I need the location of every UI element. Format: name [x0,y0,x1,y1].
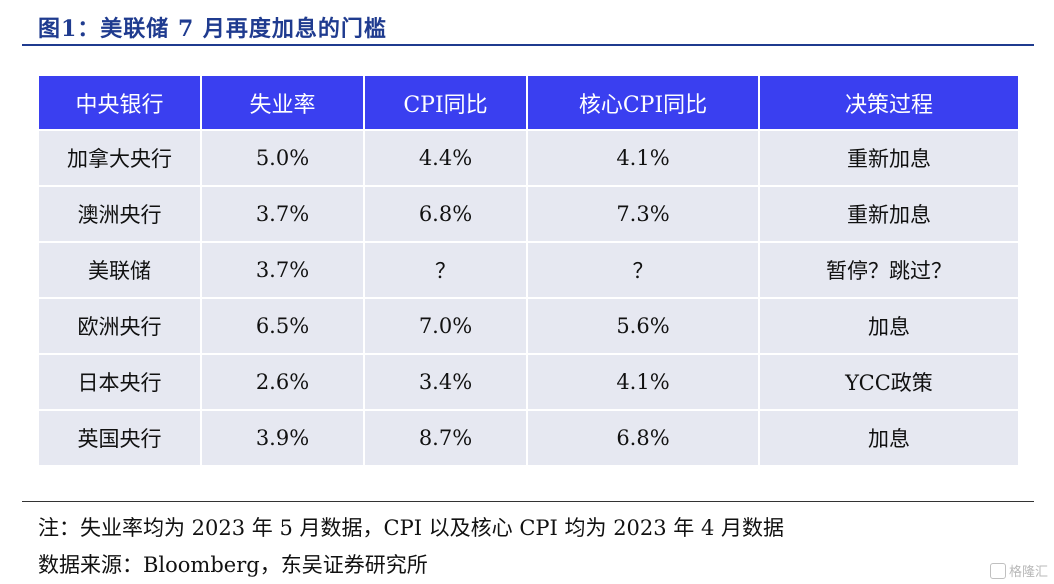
cell-bank: 英国央行 [39,411,200,465]
header-core-cpi-yoy: 核心CPI同比 [528,76,758,129]
cell-bank: 澳洲央行 [39,187,200,241]
cell-decision: 暂停？跳过？ [760,243,1018,297]
table-row: 英国央行 3.9% 8.7% 6.8% 加息 [39,411,1018,465]
cell-unemployment: 3.7% [202,187,363,241]
table-row: 澳洲央行 3.7% 6.8% 7.3% 重新加息 [39,187,1018,241]
notes-divider [22,501,1034,502]
cell-cpi: 7.0% [365,299,526,353]
cell-cpi: ？ [365,243,526,297]
cell-core-cpi: 4.1% [528,131,758,185]
cell-core-cpi: 6.8% [528,411,758,465]
header-cpi-yoy: CPI同比 [365,76,526,129]
title-divider [22,44,1034,46]
cell-bank: 欧洲央行 [39,299,200,353]
cell-core-cpi: 4.1% [528,355,758,409]
cell-core-cpi: 5.6% [528,299,758,353]
cell-cpi: 3.4% [365,355,526,409]
table-header-row: 中央银行 失业率 CPI同比 核心CPI同比 决策过程 [39,76,1018,129]
cell-core-cpi: ？ [528,243,758,297]
cell-unemployment: 2.6% [202,355,363,409]
cell-cpi: 8.7% [365,411,526,465]
gelonghui-logo-icon [989,562,1006,579]
cell-decision: 加息 [760,299,1018,353]
data-note: 注：失业率均为 2023 年 5 月数据，CPI 以及核心 CPI 均为 202… [38,516,785,540]
cell-decision: 加息 [760,411,1018,465]
cell-unemployment: 3.7% [202,243,363,297]
cell-decision: 重新加息 [760,131,1018,185]
cell-unemployment: 3.9% [202,411,363,465]
header-central-bank: 中央银行 [39,76,200,129]
cell-decision: 重新加息 [760,187,1018,241]
watermark: 格隆汇 [989,561,1048,580]
table-row: 加拿大央行 5.0% 4.4% 4.1% 重新加息 [39,131,1018,185]
table-row: 日本央行 2.6% 3.4% 4.1% YCC政策 [39,355,1018,409]
header-unemployment: 失业率 [202,76,363,129]
figure-title: 图1：美联储 7 月再度加息的门槛 [38,16,387,42]
cell-unemployment: 6.5% [202,299,363,353]
cell-bank: 加拿大央行 [39,131,200,185]
cell-bank: 日本央行 [39,355,200,409]
table-row: 欧洲央行 6.5% 7.0% 5.6% 加息 [39,299,1018,353]
cell-decision: YCC政策 [760,355,1018,409]
cell-bank: 美联储 [39,243,200,297]
cell-core-cpi: 7.3% [528,187,758,241]
cell-cpi: 4.4% [365,131,526,185]
cell-cpi: 6.8% [365,187,526,241]
watermark-text: 格隆汇 [1008,565,1048,580]
header-decision: 决策过程 [760,76,1018,129]
central-bank-table: 中央银行 失业率 CPI同比 核心CPI同比 决策过程 加拿大央行 5.0% 4… [37,74,1020,467]
data-source: 数据来源：Bloomberg，东吴证券研究所 [38,553,428,577]
cell-unemployment: 5.0% [202,131,363,185]
table-row: 美联储 3.7% ？ ？ 暂停？跳过？ [39,243,1018,297]
